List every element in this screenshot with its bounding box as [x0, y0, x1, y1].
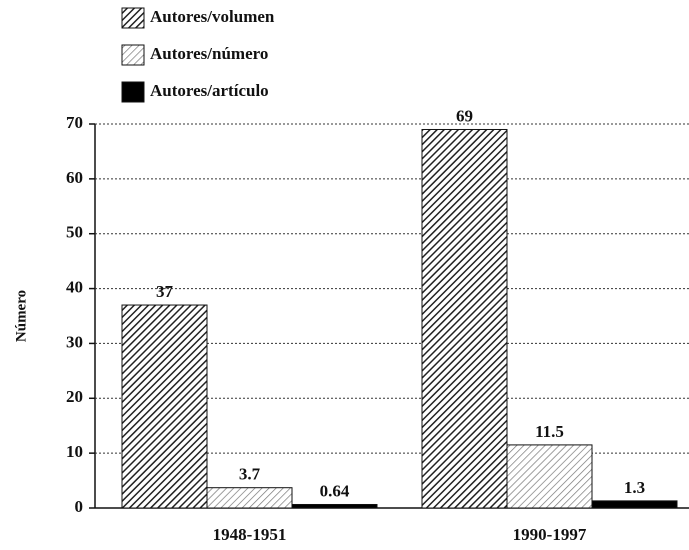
legend-swatch — [121, 81, 145, 103]
data-label: 0.64 — [320, 481, 350, 500]
bar — [291, 503, 378, 509]
y-tick-label: 20 — [66, 387, 83, 406]
legend-label: Autores/número — [150, 44, 268, 63]
legend-label: Autores/volumen — [150, 7, 275, 26]
y-tick-label: 40 — [66, 277, 83, 296]
y-tick-label: 0 — [75, 497, 84, 516]
y-tick-label: 60 — [66, 168, 83, 187]
bar — [206, 487, 293, 509]
legend-swatch — [121, 44, 145, 66]
y-tick-label: 50 — [66, 223, 83, 242]
bar — [421, 128, 508, 509]
y-axis-label: Número — [13, 290, 29, 342]
y-tick-label: 10 — [66, 442, 83, 461]
y-tick-label: 30 — [66, 332, 83, 351]
bar — [121, 304, 208, 509]
x-tick-label: 1990-1997 — [513, 525, 587, 544]
bar — [506, 444, 593, 509]
legend-swatch — [121, 7, 145, 29]
data-label: 69 — [456, 106, 473, 125]
data-label: 11.5 — [535, 422, 564, 441]
x-tick-label: 1948-1951 — [213, 525, 287, 544]
legend-label: Autores/artículo — [150, 81, 269, 100]
data-label: 37 — [156, 282, 174, 301]
data-label: 1.3 — [624, 478, 645, 497]
y-tick-label: 70 — [66, 113, 83, 132]
bar — [591, 500, 678, 509]
data-label: 3.7 — [239, 465, 261, 484]
